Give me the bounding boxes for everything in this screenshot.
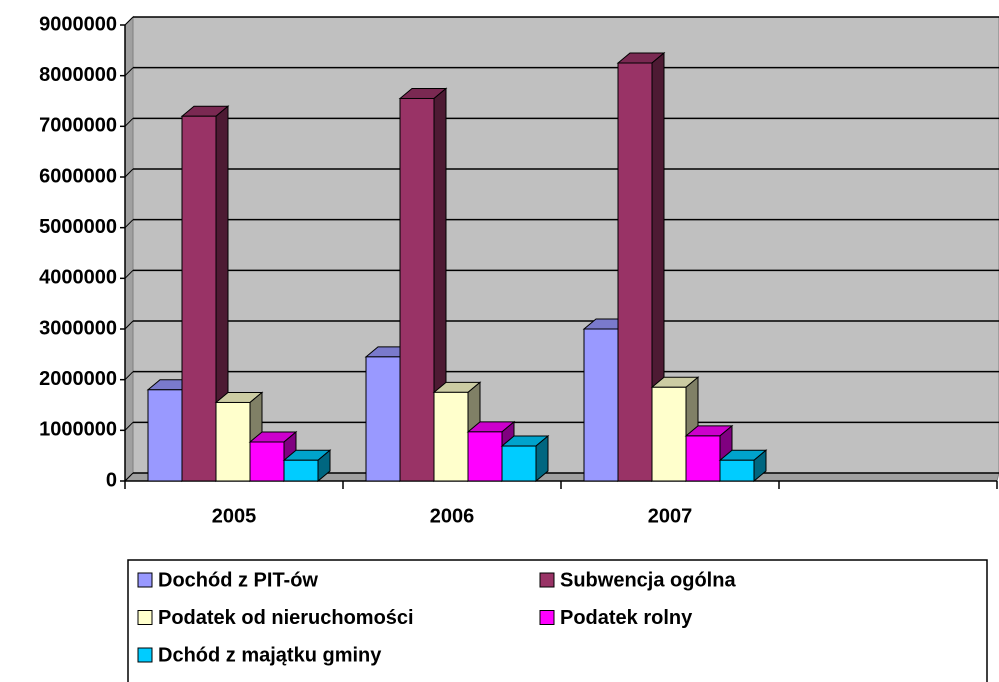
- grid-line-side: [124, 67, 134, 77]
- legend-label: Subwencja ogólna: [560, 569, 736, 591]
- bar: [283, 459, 319, 482]
- grid-line-side: [124, 219, 134, 229]
- legend-swatch: [137, 572, 153, 588]
- y-tick-label: 1000000: [39, 419, 117, 441]
- bar: [685, 435, 721, 482]
- legend-swatch: [137, 647, 153, 663]
- x-tick-label: 2005: [212, 505, 257, 527]
- bar: [365, 356, 401, 482]
- legend-swatch: [539, 610, 555, 625]
- bar: [583, 328, 619, 482]
- bar: [433, 391, 469, 482]
- bar: [719, 459, 755, 482]
- bar: [399, 97, 435, 482]
- bar: [181, 115, 217, 482]
- y-tick-label: 9000000: [39, 13, 117, 35]
- y-tick-label: 3000000: [39, 317, 117, 339]
- legend-swatch: [137, 610, 153, 625]
- legend-label: Dochód z PIT-ów: [158, 569, 318, 591]
- y-tick-label: 4000000: [39, 267, 117, 289]
- grid-line-side: [124, 421, 134, 431]
- side-wall: [124, 15, 134, 483]
- grid-line-side: [124, 472, 134, 482]
- bar: [467, 431, 503, 482]
- legend-label: Podatek od nieruchomości: [158, 607, 414, 629]
- grid-line-side: [124, 371, 134, 381]
- x-tick-label: 2006: [430, 505, 475, 527]
- y-tick-label: 0: [106, 469, 117, 491]
- bar: [651, 386, 687, 482]
- y-tick-label: 8000000: [39, 64, 117, 86]
- y-tick-label: 5000000: [39, 216, 117, 238]
- y-tick-label: 2000000: [39, 368, 117, 390]
- bar: [215, 401, 251, 482]
- grid-line-side: [124, 16, 134, 26]
- grid-line-side: [124, 117, 134, 127]
- legend-swatch: [539, 572, 555, 588]
- legend-box: [127, 559, 988, 682]
- x-tick-label: 2007: [648, 505, 693, 527]
- grid-line-side: [124, 269, 134, 279]
- grid-line-side: [124, 320, 134, 330]
- bar: [617, 62, 653, 482]
- bar: [501, 445, 537, 482]
- bar: [147, 389, 183, 482]
- y-tick-label: 7000000: [39, 115, 117, 137]
- legend-label: Dchód z majątku gminy: [158, 644, 382, 666]
- y-tick-label: 6000000: [39, 165, 117, 187]
- back-wall: [132, 16, 999, 474]
- grid-line-side: [124, 168, 134, 178]
- bar: [249, 441, 285, 482]
- legend-label: Podatek rolny: [560, 607, 693, 629]
